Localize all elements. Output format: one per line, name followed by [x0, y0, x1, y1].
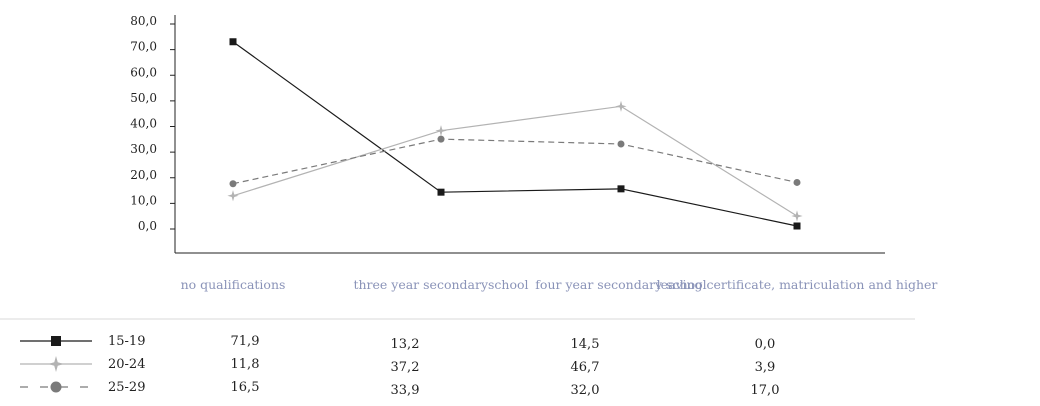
- x-category-label: no qualifications: [181, 277, 286, 292]
- y-tick-label: 40,0: [130, 117, 157, 131]
- table-cell-value: 13,2: [391, 337, 420, 352]
- square-marker: [437, 188, 445, 196]
- table-cell-value: 11,8: [231, 357, 260, 372]
- y-tick-label: 80,0: [130, 14, 157, 28]
- star-marker: [615, 100, 627, 112]
- star-marker: [48, 356, 64, 372]
- y-tick-label: 10,0: [130, 193, 157, 207]
- circle-marker: [617, 140, 625, 148]
- y-tick-label: 60,0: [130, 65, 157, 79]
- series-line: [232, 105, 798, 217]
- star-marker: [227, 190, 239, 202]
- y-tick-label: 30,0: [130, 142, 157, 156]
- table-cell-value: 71,9: [231, 334, 260, 349]
- table-row: 20-24 11,8 37,2 46,7 3,9: [20, 356, 775, 375]
- table-cell-value: 32,0: [571, 383, 600, 398]
- circle-marker: [50, 381, 62, 393]
- table-row: 15-19 71,9 13,2 14,5 0,0: [20, 334, 775, 352]
- table-cell-value: 0,0: [755, 337, 776, 352]
- x-category-label: leaving certificate, matriculation and h…: [657, 277, 938, 292]
- square-marker: [793, 222, 801, 230]
- y-tick-label: 0,0: [138, 219, 157, 233]
- series-line: [232, 138, 798, 185]
- table-cell-value: 16,5: [231, 380, 260, 395]
- y-tick-label: 70,0: [130, 40, 157, 54]
- star-marker: [435, 125, 447, 137]
- square-marker: [617, 185, 625, 193]
- legend-label: 15-19: [108, 334, 145, 349]
- legend-label: 20-24: [108, 357, 145, 372]
- series-25-29: [229, 135, 801, 188]
- table-row: 25-29 16,5 33,9 32,0 17,0: [20, 380, 779, 398]
- x-category-label: three year secondaryschool: [353, 277, 528, 292]
- square-marker: [229, 38, 237, 46]
- table-cell-value: 14,5: [571, 337, 600, 352]
- series-15-19: [229, 38, 801, 230]
- y-tick-label: 50,0: [130, 91, 157, 105]
- y-tick-label: 20,0: [130, 168, 157, 182]
- series-line: [232, 41, 798, 227]
- legend-label: 25-29: [108, 380, 145, 395]
- star-marker: [791, 210, 803, 222]
- square-marker: [51, 336, 61, 346]
- table-cell-value: 3,9: [755, 360, 776, 375]
- circle-marker: [229, 180, 237, 188]
- table-cell-value: 17,0: [751, 383, 780, 398]
- circle-marker: [793, 178, 801, 186]
- table-cell-value: 37,2: [391, 360, 420, 375]
- series-20-24: [227, 100, 803, 222]
- circle-marker: [437, 135, 445, 143]
- table-cell-value: 46,7: [571, 360, 600, 375]
- table-cell-value: 33,9: [391, 383, 420, 398]
- x-category-label: four year secondary school: [535, 277, 706, 292]
